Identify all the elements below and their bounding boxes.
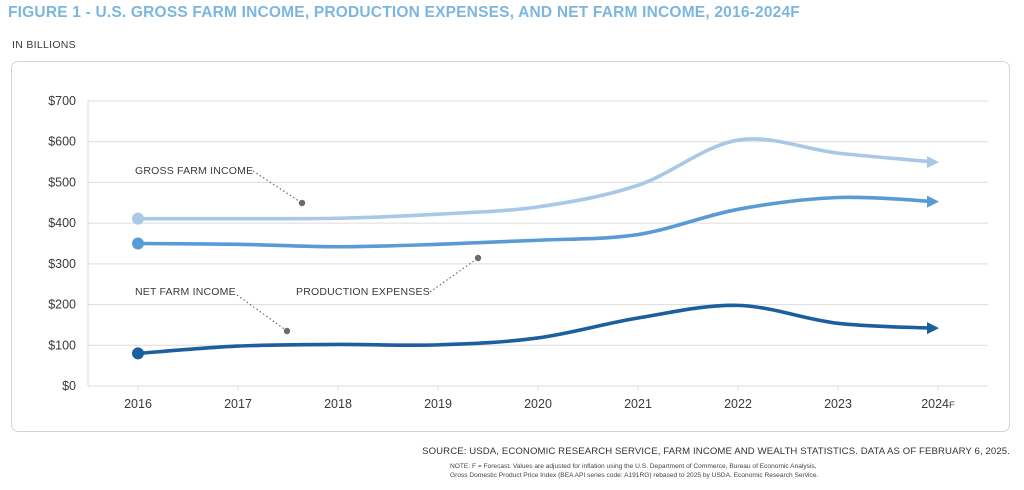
figure-title: FIGURE 1 - U.S. GROSS FARM INCOME, PRODU… (8, 4, 800, 21)
y-tick-label: $400 (48, 216, 76, 230)
x-tick-label: 2024F (921, 397, 955, 411)
net-farm-income-callout-leader (236, 294, 288, 332)
production-expenses-line (136, 195, 934, 249)
production-expenses-start-marker (132, 237, 144, 250)
production-expenses-callout-leader (429, 257, 479, 293)
net-farm-income-callout-dot (283, 327, 291, 335)
production-expenses-arrowhead (927, 195, 939, 208)
production-expenses-callout-dot (474, 254, 482, 262)
y-tick-label: $200 (48, 298, 76, 312)
net-farm-income-callout-label: NET FARM INCOME (135, 286, 236, 298)
source-note: SOURCE: USDA, ECONOMIC RESEARCH SERVICE,… (422, 446, 1010, 457)
y-tick-label: $100 (48, 338, 76, 352)
x-tick-label: 2023 (824, 397, 852, 411)
series-layer (132, 137, 939, 360)
callouts: GROSS FARM INCOME NET FARM INCOME PRODUCTI… (135, 165, 482, 335)
footnote-line-1: NOTE: F = Forecast. Values are adjusted … (450, 463, 817, 470)
y-tick-label: $600 (48, 135, 76, 149)
gross-farm-income-start-marker (132, 212, 144, 225)
x-tick-label: 2022 (724, 397, 752, 411)
gross-farm-income-callout-leader (252, 170, 303, 204)
gross-farm-income-callout-dot (298, 199, 306, 207)
x-tick-label: 2018 (324, 397, 352, 411)
x-tick-label: 2017 (224, 397, 252, 411)
y-tick-label: $500 (48, 175, 76, 189)
y-axis: $0 $100 $200 $300 $400 $500 $600 $700 (48, 94, 76, 393)
gross-farm-income-arrowhead (927, 156, 939, 169)
gross-farm-income-line (136, 137, 934, 221)
x-tick-label: 2021 (624, 397, 652, 411)
net-farm-income-start-marker (132, 347, 144, 360)
footnote: NOTE: F = Forecast. Values are adjusted … (450, 462, 1010, 480)
footnote-line-2: Gross Domestic Product Price Index (BEA … (450, 472, 819, 479)
units-label: IN BILLIONS (12, 39, 76, 51)
net-farm-income-arrowhead (927, 322, 939, 335)
x-tick-label: 2020 (524, 397, 552, 411)
chart-frame (11, 61, 1010, 432)
production-expenses-callout-label: PRODUCTION EXPENSES (296, 286, 430, 298)
y-tick-label: $700 (48, 94, 76, 108)
x-tick-label: 2019 (424, 397, 452, 411)
y-tick-label: $0 (62, 379, 76, 393)
gross-farm-income-callout-label: GROSS FARM INCOME (135, 165, 253, 177)
x-tick-label: 2016 (124, 397, 152, 411)
y-tick-label: $300 (48, 257, 76, 271)
net-farm-income-line (136, 303, 934, 356)
x-axis: 2016 2017 2018 2019 2020 2021 2022 2023 2024F (124, 386, 955, 411)
